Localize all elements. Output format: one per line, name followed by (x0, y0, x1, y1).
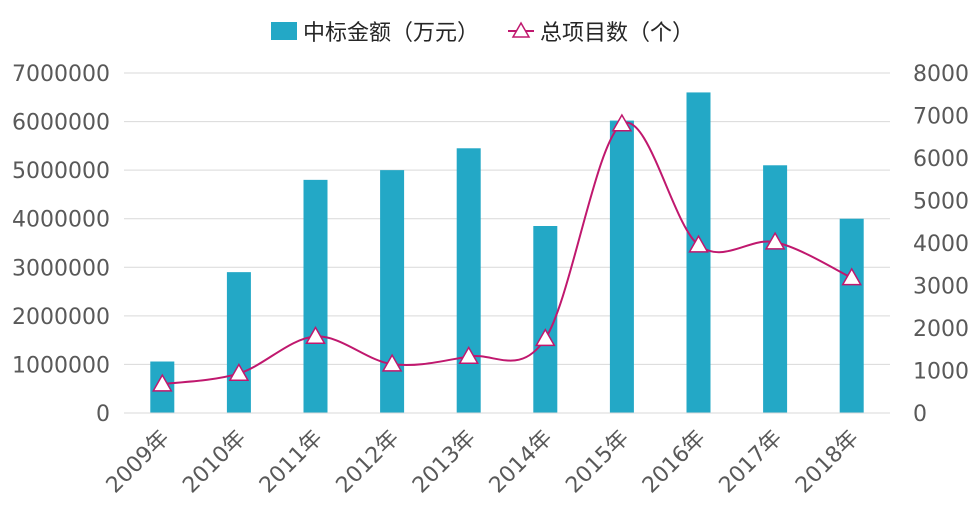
bar (686, 92, 711, 413)
right-tick-label: 1000 (913, 360, 969, 385)
right-tick-label: 4000 (913, 232, 969, 257)
line-point (458, 345, 479, 364)
line-point (764, 231, 786, 250)
x-tick-label: 2013年 (408, 426, 481, 499)
line-point (688, 234, 709, 253)
bar (380, 170, 405, 413)
left-tick-label: 5000000 (12, 159, 110, 184)
x-tick-label: 2017年 (715, 426, 788, 499)
right-tick-label: 3000 (913, 275, 969, 300)
line-point (535, 328, 556, 347)
x-tick-label: 2014年 (485, 426, 558, 499)
bar (226, 272, 251, 413)
x-tick-label: 2011年 (255, 426, 328, 499)
left-tick-label: 7000000 (12, 62, 110, 87)
right-tick-label: 5000 (913, 190, 969, 215)
right-tick-label: 0 (913, 402, 927, 427)
line-point (841, 267, 862, 286)
x-tick-label: 2012年 (332, 426, 405, 499)
legend-triangle-marker (511, 21, 531, 38)
bar (839, 218, 864, 413)
right-tick-label: 2000 (913, 317, 969, 342)
left-y-axis: 0 1000000 2000000 3000000 4000000 5000000 6000… (12, 62, 110, 427)
x-tick-label: 2015年 (561, 426, 634, 499)
line-point (228, 362, 250, 381)
bar (609, 120, 634, 413)
bar (763, 165, 788, 413)
line-point (305, 325, 326, 344)
line-path (162, 121, 853, 386)
left-tick-label: 1000000 (12, 353, 110, 378)
right-tick-label: 6000 (913, 147, 969, 172)
x-axis: 2009年 2010年 2011年 2012年 2013年 2014年 2015年 2016年… (102, 412, 890, 499)
left-tick-label: 4000000 (12, 208, 110, 233)
left-tick-label: 2000000 (12, 305, 110, 330)
x-tick-label: 2018年 (791, 426, 864, 499)
left-tick-label: 3000000 (12, 256, 110, 281)
bar (303, 179, 328, 413)
legend-swatch-bars (271, 22, 297, 40)
x-tick-label: 2016年 (638, 426, 711, 499)
left-tick-label: 0 (96, 402, 110, 427)
legend: 中标金额（万元） 总项目数（个） (271, 21, 694, 46)
right-tick-label: 8000 (913, 62, 969, 87)
line-point (152, 373, 173, 392)
x-tick-label: 2010年 (178, 426, 251, 499)
line-series (152, 113, 862, 392)
legend-label-bars: 中标金额（万元） (303, 21, 479, 46)
legend-label-line: 总项目数（个） (540, 21, 694, 46)
bar (533, 226, 558, 413)
line-point (611, 113, 633, 132)
line-point (381, 353, 403, 372)
x-tick-label: 2009年 (102, 426, 175, 499)
left-tick-label: 6000000 (12, 111, 110, 136)
right-tick-label: 7000 (913, 105, 969, 130)
bar (456, 148, 481, 414)
right-y-axis: 0 1000 2000 3000 4000 5000 6000 7000 8000 (913, 62, 969, 427)
